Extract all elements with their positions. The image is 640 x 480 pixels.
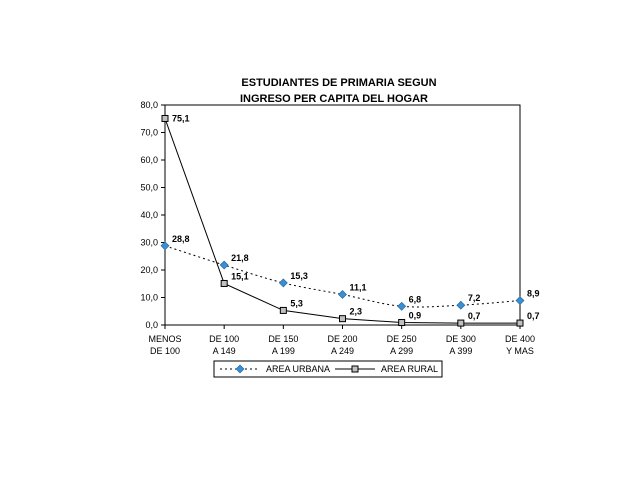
data-label: 2,3 bbox=[350, 307, 363, 317]
x-tick-label: MENOS bbox=[148, 334, 181, 344]
data-point-square bbox=[161, 114, 169, 122]
data-point-square bbox=[220, 279, 228, 287]
legend-box bbox=[213, 360, 443, 378]
y-tick-label: 40,0 bbox=[140, 210, 158, 220]
chart-title-line-1: ESTUDIANTES DE PRIMARIA SEGUN bbox=[241, 77, 436, 89]
x-tick-label: A 149 bbox=[213, 346, 236, 356]
data-label: 0,9 bbox=[409, 311, 422, 321]
x-tick-label: DE 100 bbox=[209, 334, 239, 344]
legend-label: AREA RURAL bbox=[381, 364, 438, 374]
x-tick-label: DE 300 bbox=[446, 334, 476, 344]
data-point-diamond bbox=[397, 301, 407, 311]
x-tick-label: DE 250 bbox=[387, 334, 417, 344]
x-tick-label: Y MAS bbox=[506, 346, 534, 356]
y-tick-label: 80,0 bbox=[140, 100, 158, 110]
data-point-diamond bbox=[515, 296, 525, 305]
chart-series: 28,8 21,8 15,3 11,1 6,8 7,2 8,9 75,1 15,1 5,3 2,3 0… bbox=[160, 113, 540, 327]
data-point-diamond bbox=[219, 260, 229, 270]
data-label: 0,7 bbox=[527, 311, 540, 321]
data-label: 0,7 bbox=[468, 311, 481, 321]
y-tick-label: 0,0 bbox=[145, 320, 158, 330]
data-point-diamond bbox=[338, 290, 347, 299]
y-tick-label: 20,0 bbox=[140, 265, 158, 275]
x-tick-label: DE 100 bbox=[150, 346, 180, 356]
data-label: 8,9 bbox=[527, 289, 540, 299]
y-tick-label: 30,0 bbox=[140, 238, 158, 248]
data-point-square bbox=[279, 306, 287, 314]
data-label: 75,1 bbox=[172, 113, 190, 123]
data-label: 28,8 bbox=[172, 234, 190, 244]
x-tick-label: DE 200 bbox=[327, 334, 357, 344]
legend-marker-square bbox=[351, 365, 359, 373]
data-label: 21,8 bbox=[231, 253, 249, 263]
y-tick-label: 60,0 bbox=[140, 155, 158, 165]
data-point-diamond bbox=[456, 300, 466, 310]
x-tick-label: A 199 bbox=[272, 346, 295, 356]
data-label: 6,8 bbox=[409, 294, 422, 304]
chart-axes: 0,0 10,0 20,0 30,0 40,0 50,0 60,0 70,0 80,0 MENOS… bbox=[140, 100, 535, 356]
legend-marker-diamond bbox=[235, 364, 245, 374]
data-point-diamond bbox=[278, 278, 288, 288]
data-label: 15,1 bbox=[231, 271, 249, 281]
x-tick-label: DE 400 bbox=[505, 334, 535, 344]
y-tick-label: 10,0 bbox=[140, 293, 158, 303]
data-point-square bbox=[339, 315, 346, 323]
data-label: 11,1 bbox=[350, 282, 367, 292]
y-tick-label: 50,0 bbox=[140, 183, 158, 193]
chart-title: ESTUDIANTES DE PRIMARIA SEGUN INGRESO PE… bbox=[240, 77, 437, 105]
data-point-diamond bbox=[160, 241, 170, 251]
data-point-square bbox=[398, 319, 406, 327]
data-point-square bbox=[457, 319, 465, 327]
legend-label: AREA URBANA bbox=[266, 364, 330, 374]
chart-legend: AREA URBANA AREA RURAL bbox=[213, 360, 443, 378]
data-label: 15,3 bbox=[290, 271, 308, 281]
x-tick-label: A 399 bbox=[449, 346, 472, 356]
data-label: 5,3 bbox=[290, 298, 303, 308]
data-label: 7,2 bbox=[468, 293, 481, 303]
y-tick-label: 70,0 bbox=[140, 128, 158, 138]
chart-title-line-2: INGRESO PER CAPITA DEL HOGAR bbox=[240, 93, 428, 105]
x-tick-label: A 299 bbox=[390, 346, 413, 356]
data-point-square bbox=[516, 319, 524, 327]
x-tick-label: DE 150 bbox=[268, 334, 298, 344]
x-tick-label: A 249 bbox=[331, 346, 354, 356]
